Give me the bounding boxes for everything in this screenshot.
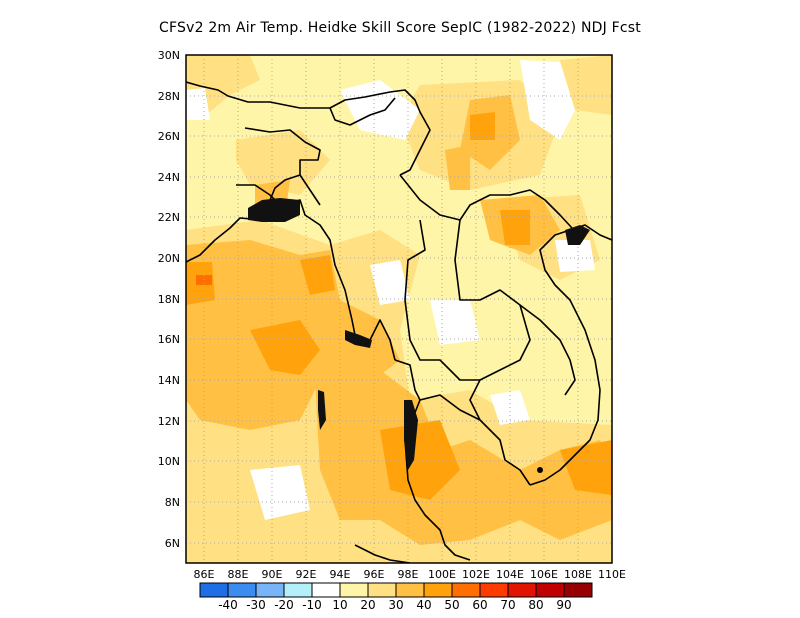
lat-tick-label: 30N (157, 49, 180, 62)
plot-frame (185, 54, 613, 564)
colorbar-label: 90 (556, 598, 572, 612)
lon-tick-label: 96E (363, 568, 385, 581)
lon-tick-label: 94E (329, 568, 351, 581)
lon-tick-label: 90E (261, 568, 283, 581)
lat-tick-label: 12N (157, 415, 180, 428)
coastal-detail (248, 198, 590, 470)
lon-tick-label: 108E (564, 568, 592, 581)
colorbar-label: 50 (444, 598, 460, 612)
colorbar-label: 40 (416, 598, 432, 612)
lon-tick-label: 102E (462, 568, 490, 581)
lat-lon-grid (186, 55, 612, 563)
lat-tick-label: 26N (157, 130, 180, 143)
lat-tick-label: 20N (157, 252, 180, 265)
colorbar-label: 10 (332, 598, 348, 612)
lon-tick-label: 88E (227, 568, 249, 581)
lat-tick-label: 22N (157, 211, 180, 224)
lat-tick-label: 16N (157, 333, 180, 346)
colorbar-label: 30 (388, 598, 404, 612)
colorbar-label: -30 (246, 598, 266, 612)
lat-tick-label: 24N (157, 171, 180, 184)
colorbar-label: -10 (302, 598, 322, 612)
field-50-60 (186, 112, 612, 500)
colorbar-label: 20 (360, 598, 376, 612)
lat-tick-label: 6N (164, 537, 180, 550)
lon-tick-label: 110E (598, 568, 626, 581)
lat-tick-label: 10N (157, 455, 180, 468)
lon-tick-label: 86E (193, 568, 215, 581)
lon-tick-label: 98E (397, 568, 419, 581)
colorbar-label: -20 (274, 598, 294, 612)
island-dot (537, 467, 543, 473)
lon-tick-label: 100E (428, 568, 456, 581)
colorbar-label: 60 (472, 598, 488, 612)
lon-tick-label: 104E (496, 568, 524, 581)
colorbar-label: 70 (500, 598, 516, 612)
colorbar-label: 80 (528, 598, 544, 612)
lat-tick-label: 18N (157, 293, 180, 306)
lat-tick-label: 8N (164, 496, 180, 509)
chart-title: CFSv2 2m Air Temp. Heidke Skill Score Se… (159, 20, 641, 36)
lon-tick-label: 106E (530, 568, 558, 581)
lat-tick-label: 14N (157, 374, 180, 387)
lon-tick-label: 92E (295, 568, 317, 581)
colorbar-label: -40 (218, 598, 238, 612)
lat-tick-label: 28N (157, 90, 180, 103)
